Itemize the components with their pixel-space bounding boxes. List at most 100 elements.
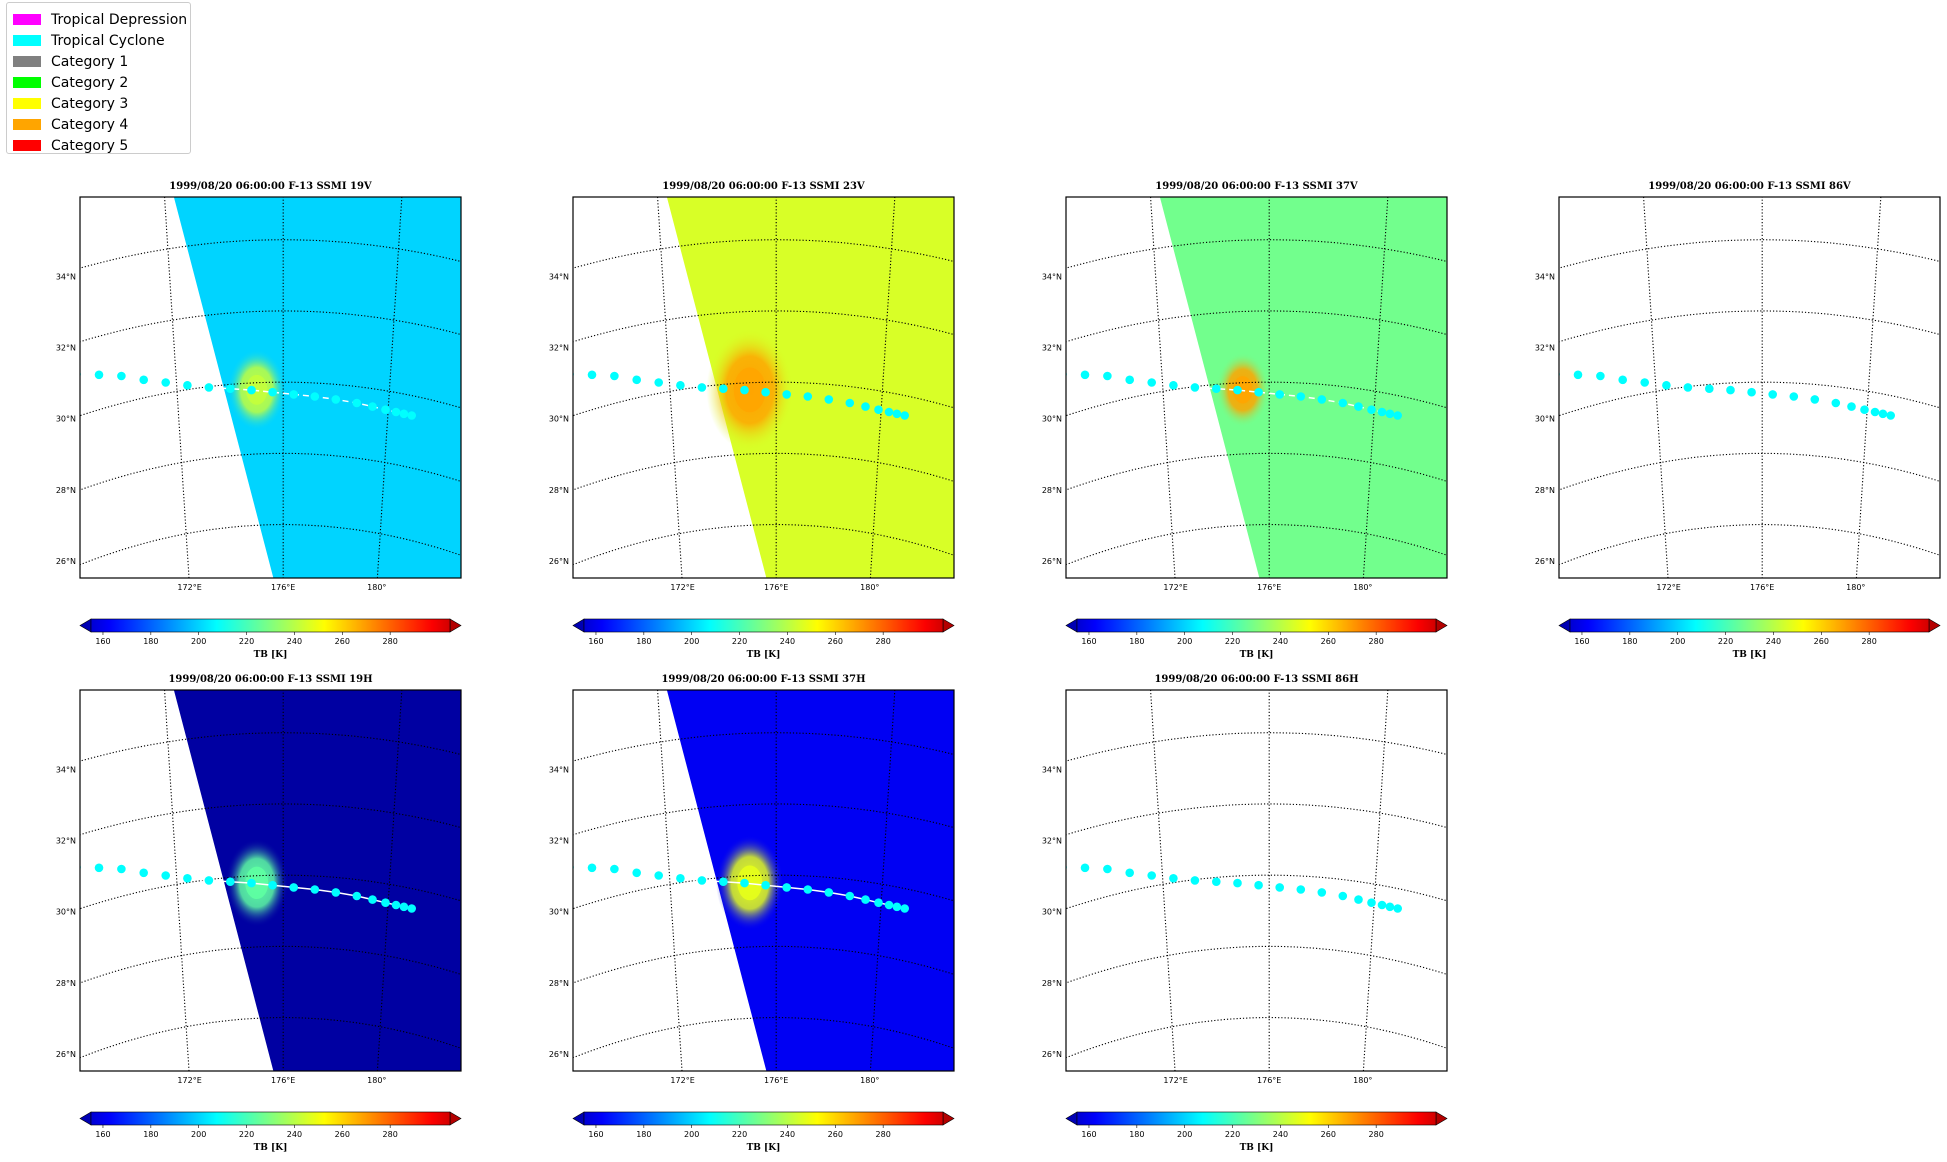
track-point [610,371,619,381]
track-point [1789,392,1799,401]
track-point [1596,371,1605,381]
colorbar-tick-label: 240 [1273,637,1288,646]
colorbar-tick-label: 260 [1321,1130,1336,1139]
colorbar-max-arrow [449,618,462,633]
track-point [676,381,685,390]
track-point [331,395,341,404]
lat-tick-label: 30°N [56,415,76,424]
lon-tick-label: 180° [367,1076,386,1085]
map-panel-37H: 1999/08/20 06:00:00 F-13 SSMI 37H 26°N 28°… [549,674,955,1153]
track-line [143,872,412,910]
parallel-line [1559,452,1940,491]
colorbar-bar [90,1111,451,1126]
track-point [1393,904,1402,913]
track-point [1377,407,1387,417]
colorbar-label: TB [K] [254,1143,288,1153]
lon-tick-label: 180° [1353,583,1372,592]
lat-tick-label: 30°N [56,908,76,917]
track-point [139,868,148,878]
lat-tick-label: 30°N [1535,415,1555,424]
lon-tick-label: 172°E [1163,583,1187,592]
track-point [1254,880,1263,890]
lat-tick-label: 26°N [549,557,569,566]
track-point [183,381,192,390]
parallel-line [573,381,954,417]
track-point [861,402,870,411]
lon-tick-label: 180° [860,583,879,592]
track-point [1683,383,1693,392]
panel-title: 1999/08/20 06:00:00 F-13 SSMI 37H [661,674,865,685]
colorbar-tick-label: 200 [1177,637,1192,646]
meridian-line [869,690,896,1071]
colorbar-max-arrow [1928,618,1941,633]
legend-item: Tropical Depression [13,9,190,30]
map-area [1559,197,1940,578]
meridian-line [376,690,403,1071]
storm-core [246,374,268,405]
track-point [892,409,902,419]
colorbar-tick-label: 220 [1718,637,1733,646]
storm-core [245,866,269,900]
colorbar-tick-label: 180 [143,637,158,646]
track-point [407,904,417,913]
swath [173,690,461,1071]
track-point [391,407,401,417]
lon-tick-label: 176°E [271,583,295,592]
lat-tick-label: 34°N [549,765,569,774]
lat-tick-label: 34°N [56,765,76,774]
panel-title: 1999/08/20 06:00:00 F-13 SSMI 23V [662,181,865,192]
map-panel-23V: 1999/08/20 06:00:00 F-13 SSMI 23V 26°N 28°… [549,181,955,660]
lat-tick-label: 26°N [56,1050,76,1059]
storm-core [733,367,766,413]
parallel-line [1559,381,1940,417]
panel-title: 1999/08/20 06:00:00 F-13 SSMI 19V [169,181,372,192]
track-point [1662,381,1671,390]
parallel-line [1066,239,1447,269]
parallel-line [573,310,954,343]
colorbar-tick-label: 160 [95,637,110,646]
colorbar-bar [1076,618,1437,633]
track-point [352,398,362,408]
track-point [1169,874,1178,883]
colorbar-tick-label: 260 [335,637,350,646]
track-point [94,863,104,873]
colorbar-label: TB [K] [1240,650,1274,660]
lon-tick-label: 176°E [1257,1076,1281,1085]
colorbar-tick-label: 200 [191,1130,206,1139]
track-point [310,392,320,401]
track-point [1338,891,1348,901]
track-point [1768,390,1777,399]
track-point [1147,378,1156,387]
lat-tick-label: 32°N [549,344,569,353]
lat-tick-label: 26°N [1042,1050,1062,1059]
track-point [1385,902,1395,912]
colorbar: 160 180 200 220 240 260 280 TB [K] [79,1111,462,1153]
legend-label: Category 2 [51,74,129,91]
lon-tick-label: 176°E [1750,583,1774,592]
lon-tick-label: 176°E [1257,583,1281,592]
track-point [1254,387,1263,397]
track-line [1129,379,1398,417]
legend-label: Tropical Depression [51,11,188,28]
panel-title: 1999/08/20 06:00:00 F-13 SSMI 37V [1155,181,1358,192]
lat-tick-label: 34°N [1535,272,1555,281]
legend-item: Category 1 [13,51,190,72]
track-point [161,871,170,880]
track-point [117,371,126,381]
colorbar-tick-label: 280 [383,637,398,646]
track-point [1190,383,1200,392]
legend-item: Category 4 [13,114,190,135]
lat-tick-label: 28°N [56,979,76,988]
track-point [391,900,401,910]
lat-tick-label: 26°N [1535,557,1555,566]
colorbar-label: TB [K] [747,1143,781,1153]
track-point [268,387,277,397]
meridian-line [376,197,403,578]
meridian-line [1362,690,1389,1071]
map-frame [572,196,955,579]
legend-label: Category 1 [51,53,129,70]
track-point [1080,370,1090,380]
legend-item: Category 5 [13,135,190,156]
lat-tick-label: 30°N [549,415,569,424]
